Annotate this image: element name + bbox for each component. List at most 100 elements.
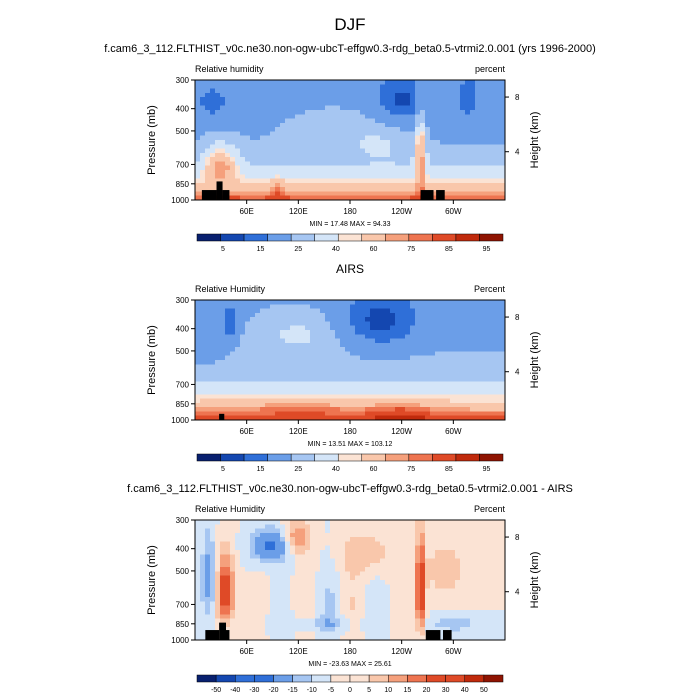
field-cell <box>415 321 421 327</box>
field-cell <box>395 545 401 551</box>
field-cell <box>325 390 331 395</box>
field-cell <box>495 187 501 193</box>
field-cell <box>460 394 466 400</box>
field-cell <box>265 330 271 335</box>
field-cell <box>480 174 486 180</box>
field-cells <box>195 300 506 421</box>
field-cell <box>465 131 471 137</box>
field-cell <box>445 338 451 344</box>
field-cell <box>315 105 321 111</box>
field-cell <box>210 537 216 543</box>
colorbar-box <box>408 233 433 242</box>
field-cell <box>290 312 296 318</box>
field-cell <box>435 580 441 585</box>
field-cell <box>445 317 451 323</box>
field-cell <box>205 537 211 543</box>
field-cell <box>390 135 396 141</box>
field-cell <box>455 562 461 568</box>
field-cell <box>375 601 381 607</box>
field-cell <box>290 165 296 171</box>
field-cell <box>400 325 406 331</box>
field-cell <box>460 92 466 98</box>
field-cell <box>355 317 361 323</box>
field-cell <box>310 347 316 353</box>
field-cell <box>275 135 281 141</box>
field-cell <box>380 390 386 395</box>
field-cell <box>305 541 311 547</box>
field-cell <box>270 592 276 598</box>
field-cell <box>495 127 501 133</box>
field-cell <box>280 562 286 568</box>
field-cell <box>330 601 336 607</box>
field-cell <box>225 321 231 327</box>
field-cell <box>455 394 461 400</box>
field-cell <box>480 330 486 335</box>
field-cell <box>425 524 431 530</box>
field-cell <box>280 390 286 395</box>
field-cell <box>275 334 281 340</box>
field-cell <box>435 398 441 404</box>
field-cell <box>460 398 466 404</box>
field-cell <box>255 101 261 107</box>
field-cell <box>230 381 236 387</box>
field-cell <box>465 545 471 551</box>
field-cell <box>245 415 251 421</box>
field-cell <box>350 101 356 107</box>
field-cell <box>265 97 271 103</box>
field-cell <box>255 592 261 598</box>
field-cell <box>280 347 286 353</box>
field-cell <box>455 415 461 421</box>
field-cell <box>295 360 301 365</box>
field-cell <box>425 148 431 154</box>
field-cell <box>470 601 476 607</box>
field-cell <box>410 92 416 98</box>
field-cell <box>490 554 496 560</box>
field-cell <box>490 195 496 201</box>
field-cell <box>290 610 296 615</box>
field-cell <box>240 415 246 421</box>
field-cell <box>275 114 281 120</box>
field-cell <box>245 122 251 128</box>
field-cell <box>360 580 366 585</box>
field-cell <box>225 554 231 560</box>
field-cell <box>375 170 381 175</box>
field-cell <box>375 92 381 98</box>
field-cell <box>260 312 266 318</box>
field-cell <box>465 300 471 305</box>
field-cell <box>260 558 266 564</box>
field-cell <box>355 351 361 357</box>
field-cell <box>325 105 331 111</box>
field-cell <box>360 312 366 318</box>
field-cell <box>390 407 396 413</box>
field-cell <box>230 360 236 365</box>
field-cell <box>195 300 201 305</box>
field-cell <box>310 131 316 137</box>
field-cell <box>340 195 346 201</box>
field-cell <box>230 368 236 374</box>
field-cell <box>475 360 481 365</box>
field-cell <box>285 554 291 560</box>
field-cell <box>495 592 501 598</box>
field-cell <box>300 178 306 184</box>
field-cell <box>225 131 231 137</box>
field-cell <box>325 524 331 530</box>
field-cell <box>475 381 481 387</box>
field-cell <box>335 520 341 525</box>
field-cell <box>230 614 236 620</box>
field-cell <box>205 390 211 395</box>
field-cell <box>290 407 296 413</box>
field-cell <box>490 355 496 361</box>
field-cell <box>285 368 291 374</box>
field-cell <box>340 105 346 111</box>
field-cell <box>370 127 376 133</box>
field-cell <box>345 92 351 98</box>
field-cell <box>410 127 416 133</box>
field-cell <box>465 140 471 145</box>
field-cell <box>310 554 316 560</box>
field-cell <box>200 347 206 353</box>
field-cell <box>440 355 446 361</box>
field-cell <box>430 342 436 348</box>
field-cell <box>300 105 306 111</box>
field-cell <box>330 528 336 534</box>
field-cell <box>365 394 371 400</box>
